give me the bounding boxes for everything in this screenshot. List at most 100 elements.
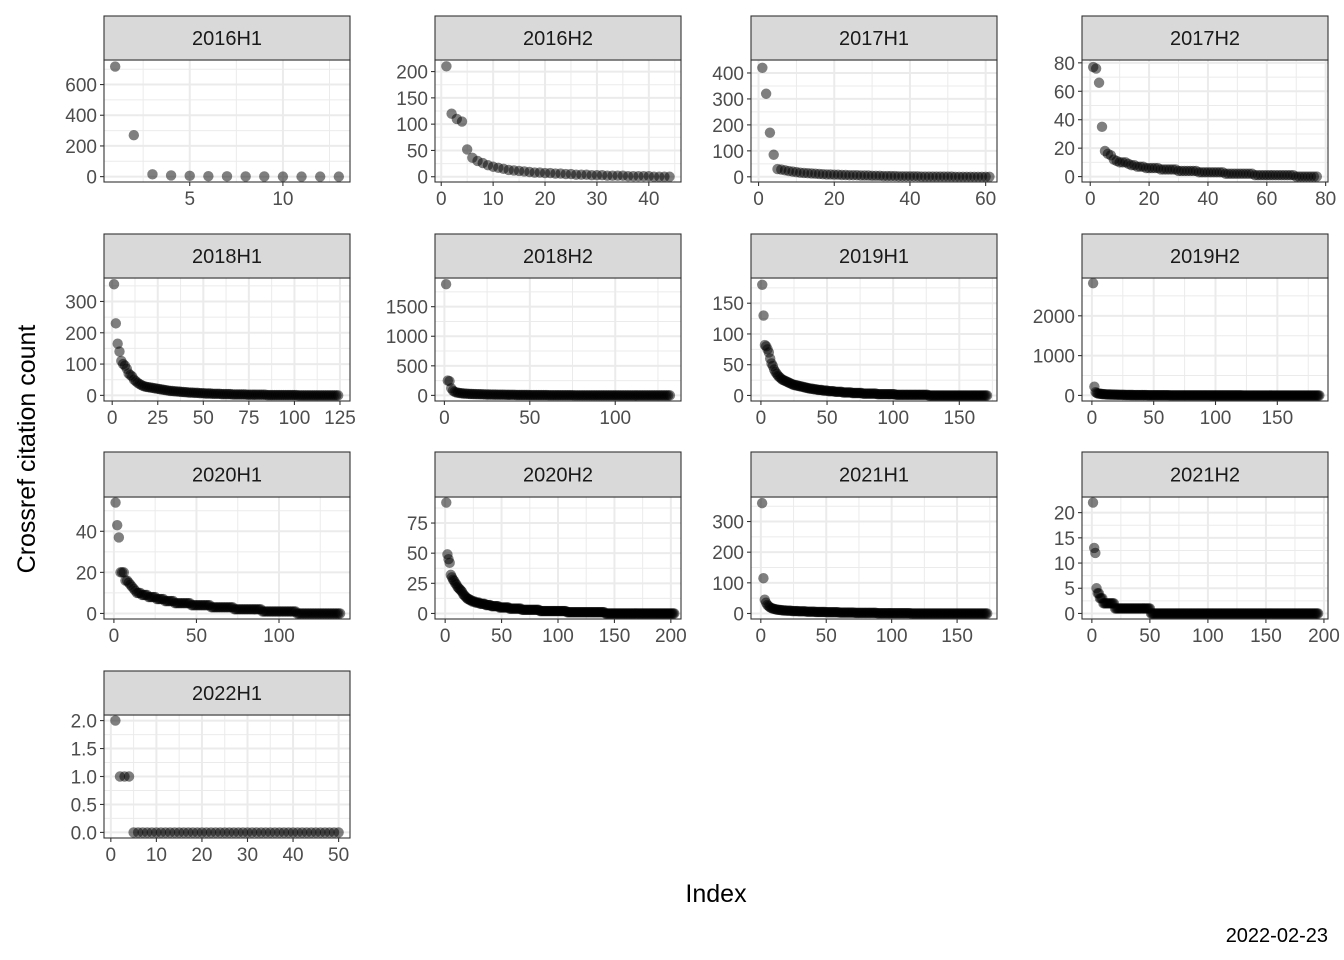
x-tick-label: 0: [106, 845, 117, 866]
y-tick-label: 150: [396, 89, 428, 110]
y-tick-label: 300: [65, 292, 97, 313]
y-tick-label: 40: [1054, 111, 1075, 132]
x-tick-label: 20: [534, 189, 555, 210]
data-point: [128, 129, 140, 141]
x-tick-label: 25: [147, 408, 168, 429]
x-tick-label: 100: [599, 408, 631, 429]
x-tick-label: 150: [1250, 626, 1282, 647]
x-tick-label: 100: [279, 408, 311, 429]
x-tick-label: 200: [655, 626, 687, 647]
data-point: [113, 532, 125, 543]
y-tick-label: 100: [65, 355, 97, 376]
data-point: [1087, 277, 1099, 289]
y-tick-label: 1.5: [71, 740, 97, 761]
data-point: [203, 170, 214, 182]
x-tick-label: 0: [436, 189, 447, 210]
facet-strip-label: 2020H1: [192, 465, 262, 487]
y-tick-label: 0: [1064, 604, 1075, 625]
facet-2021H2: 2021H2 0 50 100 150 200 0 5 10 15 20: [1054, 451, 1340, 647]
x-tick-label: 20: [1139, 189, 1160, 210]
y-tick-label: 50: [723, 356, 744, 377]
data-point: [314, 171, 326, 182]
facet-2016H2: 2016H2 0 10 20 30 40 0 50 100 150 200: [396, 15, 682, 210]
data-point: [112, 519, 123, 531]
x-tick-label: 0: [753, 189, 764, 210]
x-tick-label: 20: [191, 845, 212, 866]
data-point: [768, 149, 779, 160]
y-tick-label: 0: [417, 604, 428, 625]
y-tick-label: 400: [65, 106, 97, 127]
facet-2021H1: 2021H1 0 50 100 150 0 100 200 300: [712, 451, 998, 647]
y-axis-title: Crossref citation count: [13, 325, 41, 574]
facet-2016H1: 2016H1 5 10 0 200 400 600: [65, 15, 351, 210]
x-tick-label: 40: [638, 189, 659, 210]
data-point: [440, 279, 452, 290]
y-tick-label: 50: [407, 141, 428, 162]
y-tick-label: 100: [712, 325, 744, 346]
data-point: [758, 573, 769, 584]
panel-background: [104, 278, 350, 401]
x-tick-label: 40: [1197, 189, 1218, 210]
x-tick-label: 50: [186, 626, 207, 647]
data-point: [332, 390, 344, 401]
x-tick-label: 0: [1085, 189, 1096, 210]
x-tick-label: 0: [109, 626, 120, 647]
y-tick-label: 25: [407, 574, 428, 595]
y-tick-label: 20: [76, 563, 97, 584]
data-point: [112, 338, 123, 349]
y-tick-label: 0: [86, 604, 97, 625]
y-tick-label: 0: [417, 168, 428, 189]
panel-background: [104, 60, 350, 182]
x-tick-label: 40: [899, 189, 920, 210]
data-point: [1090, 63, 1102, 74]
x-tick-label: 100: [1200, 408, 1232, 429]
data-point: [664, 171, 675, 182]
x-tick-label: 0: [440, 626, 451, 647]
y-tick-label: 1500: [386, 298, 428, 319]
x-tick-label: 0: [756, 408, 767, 429]
data-point: [757, 62, 768, 73]
x-tick-label: 0: [1087, 408, 1098, 429]
x-tick-label: 150: [599, 626, 631, 647]
x-tick-label: 80: [1315, 189, 1336, 210]
y-tick-label: 0: [733, 168, 744, 189]
x-axis-title: Index: [685, 880, 747, 908]
x-tick-label: 200: [1308, 626, 1340, 647]
x-tick-label: 30: [237, 845, 258, 866]
data-point: [333, 827, 344, 838]
y-tick-label: 100: [712, 142, 744, 163]
facet-strip: [750, 451, 998, 498]
y-tick-label: 600: [65, 76, 97, 97]
x-tick-label: 100: [542, 626, 574, 647]
data-point: [296, 171, 307, 182]
y-tick-label: 200: [396, 63, 428, 84]
data-point: [277, 171, 289, 182]
y-tick-label: 20: [1054, 504, 1075, 525]
facet-strip: [103, 15, 351, 61]
y-tick-label: 1.0: [71, 768, 97, 789]
data-point: [1096, 121, 1108, 133]
facet-strip-label: 2022H1: [192, 683, 262, 705]
facet-2019H1: 2019H1 0 50 100 150 0 50 100 150: [712, 233, 998, 429]
data-point: [756, 497, 768, 509]
facet-strip: [750, 233, 998, 279]
y-tick-label: 50: [407, 544, 428, 565]
facet-2018H1: 2018H1 0 25 50 75 100 125 0 100 200 300: [65, 233, 356, 429]
x-tick-label: 100: [263, 626, 295, 647]
y-tick-label: 0.5: [71, 795, 97, 816]
x-tick-label: 50: [816, 408, 837, 429]
data-point: [110, 497, 121, 508]
facet-2019H2: 2019H2 0 50 100 150 0 1000 2000: [1033, 233, 1329, 429]
y-tick-label: 0: [1064, 386, 1075, 407]
y-tick-label: 80: [1054, 54, 1075, 75]
y-tick-label: 500: [396, 357, 428, 378]
y-tick-label: 1000: [1033, 347, 1075, 368]
x-tick-label: 75: [238, 408, 259, 429]
data-point: [110, 715, 121, 726]
data-point: [114, 346, 125, 357]
x-tick-label: 60: [1256, 189, 1277, 210]
data-point: [461, 144, 473, 155]
data-point: [444, 557, 455, 569]
